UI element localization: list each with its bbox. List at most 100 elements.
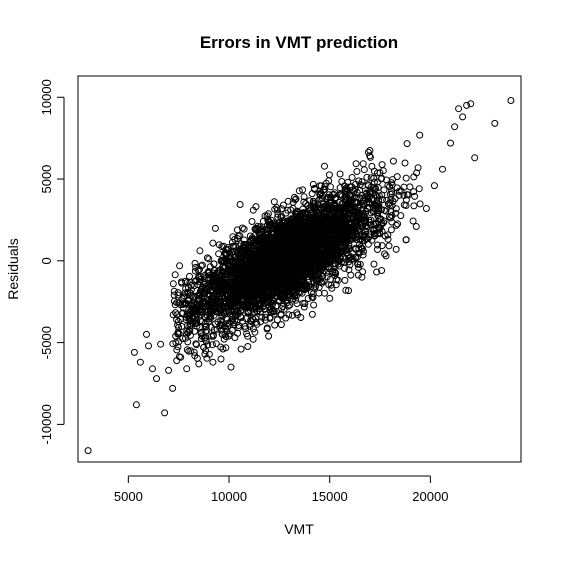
data-point <box>402 202 410 209</box>
data-point <box>284 302 292 310</box>
data-point <box>380 219 387 227</box>
data-point <box>359 160 367 168</box>
data-point <box>320 267 328 275</box>
data-point <box>384 200 392 208</box>
data-point <box>410 173 418 181</box>
data-point <box>223 327 231 335</box>
data-point <box>363 199 370 207</box>
data-point <box>281 294 289 301</box>
data-point <box>286 301 294 309</box>
chart-title: Errors in VMT prediction <box>200 33 398 52</box>
data-point <box>386 190 394 198</box>
data-point <box>202 337 210 345</box>
x-tick-label: 20000 <box>412 489 448 504</box>
data-point <box>192 340 200 348</box>
data-point <box>219 322 227 330</box>
data-point <box>174 343 182 351</box>
data-point <box>356 181 364 189</box>
data-point <box>345 242 353 250</box>
data-point <box>360 247 367 255</box>
plot-area-frame <box>77 75 522 463</box>
data-point <box>264 225 272 233</box>
data-point <box>368 236 376 244</box>
data-point <box>170 287 178 295</box>
data-point <box>247 254 255 262</box>
x-tick-label: 5000 <box>114 489 143 504</box>
data-point <box>268 279 276 286</box>
data-point <box>313 277 320 285</box>
data-point <box>255 279 263 287</box>
data-point <box>439 165 446 173</box>
data-point <box>366 152 374 160</box>
data-point <box>194 266 202 274</box>
data-point <box>205 255 213 263</box>
data-point <box>222 245 230 253</box>
y-axis: -10000 -5000 0 5000 10000 <box>39 79 65 445</box>
data-point <box>334 260 342 268</box>
data-point <box>174 328 182 336</box>
data-point <box>388 218 396 226</box>
data-point <box>246 273 254 281</box>
data-point <box>311 201 319 209</box>
data-point <box>237 290 244 298</box>
data-point <box>387 226 395 234</box>
data-point <box>263 324 271 332</box>
data-point <box>213 274 221 282</box>
data-point <box>173 316 181 324</box>
data-point <box>275 275 283 283</box>
data-point <box>286 220 294 228</box>
data-point <box>342 189 350 197</box>
data-point <box>238 257 246 265</box>
data-point <box>257 318 265 326</box>
data-point <box>243 291 251 299</box>
data-point <box>391 195 399 203</box>
data-point <box>271 321 279 329</box>
data-point <box>224 297 232 305</box>
data-point <box>229 296 236 304</box>
data-point <box>316 190 324 198</box>
data-point <box>345 258 353 266</box>
data-point <box>229 301 237 308</box>
data-point <box>291 224 299 232</box>
data-point <box>367 196 375 203</box>
data-point <box>379 196 386 204</box>
data-point <box>245 299 253 307</box>
data-point <box>302 200 310 208</box>
data-point <box>184 321 192 329</box>
data-point <box>308 259 316 267</box>
data-point <box>298 249 306 257</box>
data-point <box>264 295 272 303</box>
data-point <box>352 160 360 168</box>
data-point <box>367 174 375 182</box>
data-point <box>364 148 372 156</box>
data-point <box>293 207 301 215</box>
data-point <box>284 288 292 296</box>
data-point <box>271 258 279 266</box>
data-point <box>375 205 383 213</box>
data-point <box>238 281 246 289</box>
data-point <box>313 270 321 278</box>
data-point <box>222 263 230 271</box>
data-point <box>238 224 246 232</box>
data-point <box>300 193 308 201</box>
data-point <box>332 206 339 213</box>
data-point <box>394 220 402 228</box>
data-point <box>410 202 418 210</box>
data-point <box>392 209 400 217</box>
data-point <box>416 131 424 139</box>
data-point <box>204 290 212 298</box>
data-point <box>301 263 309 270</box>
data-point <box>383 196 391 204</box>
data-point <box>374 241 381 249</box>
data-point <box>310 199 318 207</box>
data-point <box>280 232 288 239</box>
data-point <box>245 274 253 281</box>
data-point <box>157 340 165 348</box>
data-point <box>202 347 210 355</box>
data-point <box>264 221 271 229</box>
data-point <box>221 284 229 292</box>
data-point <box>84 447 92 455</box>
data-point <box>280 281 288 289</box>
data-point <box>375 207 383 215</box>
data-point <box>278 253 286 261</box>
